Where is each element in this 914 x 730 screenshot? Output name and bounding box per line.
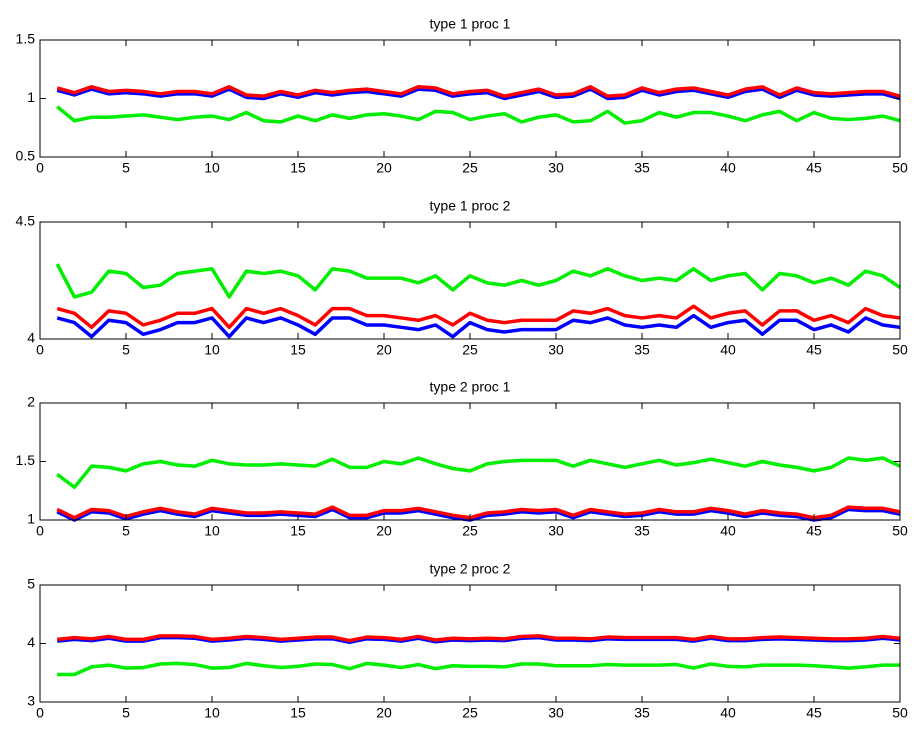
x-tick-label: 15 [290,160,306,176]
x-tick-label: 35 [634,160,650,176]
x-tick-label: 45 [806,160,822,176]
subplot-title: type 1 proc 2 [430,198,511,214]
x-tick-label: 15 [290,705,306,721]
series-line [55,263,901,299]
x-tick-label: 35 [634,523,650,539]
series-line [56,313,901,339]
x-tick-label: 10 [204,705,220,721]
y-tick-label: 4 [27,330,35,346]
x-tick-label: 45 [806,342,822,358]
x-tick-label: 25 [462,523,478,539]
series-line [56,507,901,522]
x-tick-label: 20 [376,342,392,358]
y-tick-label: 2 [27,394,35,410]
x-tick-label: 50 [892,705,908,721]
x-tick-label: 30 [548,160,564,176]
y-tick-label: 1.5 [16,452,36,468]
y-tick-label: 3 [27,693,35,709]
x-tick-label: 35 [634,705,650,721]
x-tick-label: 30 [548,523,564,539]
x-tick-label: 15 [290,523,306,539]
x-tick-label: 10 [204,342,220,358]
x-tick-label: 20 [376,523,392,539]
y-tick-label: 4 [27,634,35,650]
x-tick-label: 10 [204,160,220,176]
subplot-title: type 2 proc 2 [430,561,511,577]
x-tick-label: 35 [634,342,650,358]
subplot: type 2 proc 1 0 5 10 15 20 25 30 35 40 45 50 1 1.5 2 [16,379,908,539]
series-line [56,505,901,520]
x-tick-label: 25 [462,342,478,358]
x-tick-label: 5 [122,705,130,721]
x-tick-label: 40 [720,523,736,539]
x-tick-label: 0 [36,705,44,721]
subplot-title: type 2 proc 1 [430,379,511,395]
x-tick-label: 0 [36,342,44,358]
series-line [56,85,901,98]
x-tick-label: 40 [720,342,736,358]
x-tick-label: 0 [36,160,44,176]
x-tick-label: 50 [892,160,908,176]
x-tick-label: 50 [892,523,908,539]
axes-frame [39,584,901,703]
x-tick-label: 5 [122,342,130,358]
series-line [56,456,901,489]
y-tick-label: 5 [27,576,35,592]
y-tick-label: 1 [27,89,35,105]
axes-frame [39,39,901,158]
x-tick-label: 15 [290,342,306,358]
y-tick-label: 1.5 [16,31,36,47]
x-tick-label: 30 [548,342,564,358]
x-tick-label: 0 [36,523,44,539]
x-tick-label: 20 [376,160,392,176]
x-tick-label: 25 [462,705,478,721]
x-tick-label: 45 [806,523,822,539]
x-tick-label: 40 [720,160,736,176]
series-line [56,105,901,125]
subplot: type 1 proc 2 0 5 10 15 20 25 30 35 40 45 50 4 4.5 [16,198,908,358]
x-tick-label: 30 [548,705,564,721]
series-line [56,304,901,330]
x-tick-label: 10 [204,523,220,539]
series-line [56,87,901,101]
x-tick-label: 40 [720,705,736,721]
x-tick-label: 45 [806,705,822,721]
x-tick-label: 50 [892,342,908,358]
subplot: type 1 proc 1 0 5 10 15 20 25 30 35 40 45 50 0.5 1 1.5 [16,16,908,176]
x-tick-label: 20 [376,705,392,721]
y-tick-label: 0.5 [16,148,36,164]
y-tick-label: 4.5 [16,213,36,229]
subplot-title: type 1 proc 1 [430,16,511,32]
series-line [57,634,901,643]
series-line [57,661,900,677]
y-tick-label: 1 [27,511,35,527]
x-tick-label: 5 [122,160,130,176]
x-tick-label: 5 [122,523,130,539]
x-tick-label: 25 [462,160,478,176]
